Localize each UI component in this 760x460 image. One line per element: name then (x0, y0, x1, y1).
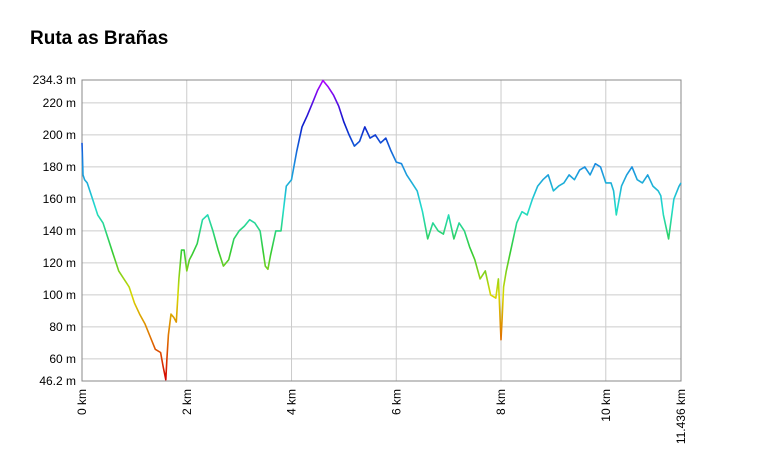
y-tick-label: 234.3 m (33, 73, 76, 87)
x-tick-label: 4 km (285, 389, 299, 415)
plot-border (81, 79, 682, 382)
x-tick-label: 0 km (75, 389, 89, 415)
y-tick-label: 200 m (43, 128, 76, 142)
y-tick-label: 80 m (49, 320, 76, 334)
y-tick-label: 160 m (43, 192, 76, 206)
x-tick-label: 8 km (494, 389, 508, 415)
x-tick-label: 11.436 km (674, 389, 688, 444)
x-tick-label: 2 km (180, 389, 194, 415)
y-tick-label: 120 m (43, 256, 76, 270)
chart-title: Ruta as Brañas (30, 28, 169, 49)
elevation-line (81, 79, 682, 381)
y-tick-label: 60 m (49, 352, 76, 366)
x-axis: 0 km 2 km 4 km 6 km 8 km 10 km 11.436 km (75, 389, 688, 444)
y-tick-label: 100 m (43, 288, 76, 302)
elevation-points (81, 80, 681, 380)
y-tick-label: 220 m (43, 96, 76, 110)
grid-lines (81, 79, 682, 382)
x-tick-label: 6 km (389, 389, 403, 415)
y-axis: 46.2 m 60 m 80 m 100 m 120 m 140 m 160 m 180 m 2… (33, 73, 76, 388)
x-tick-label: 10 km (599, 389, 613, 422)
y-tick-label: 140 m (43, 224, 76, 238)
y-tick-label: 46.2 m (39, 374, 76, 388)
y-tick-label: 180 m (43, 160, 76, 174)
